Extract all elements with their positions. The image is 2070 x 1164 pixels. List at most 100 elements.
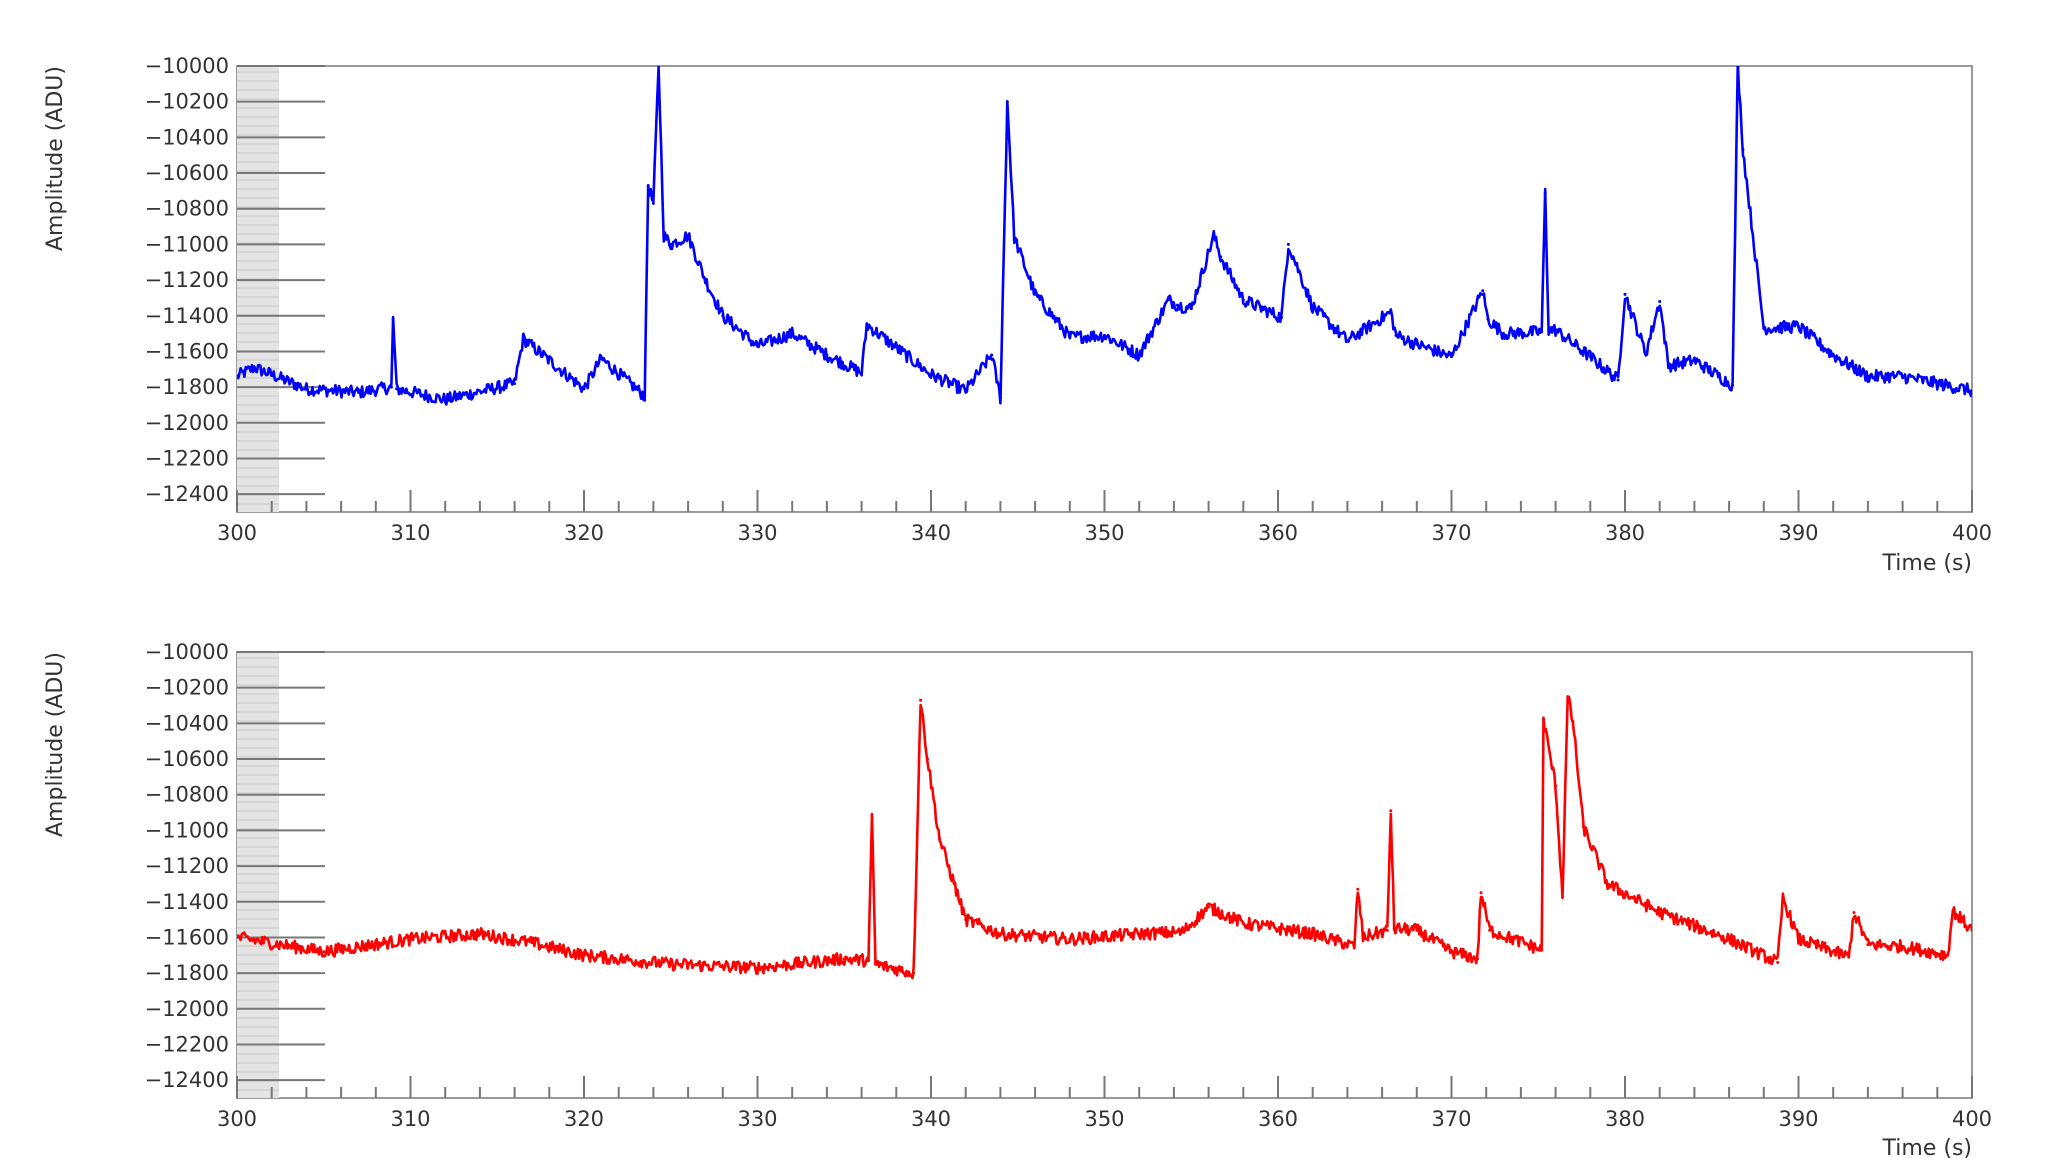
y-tick-label: −10200	[145, 90, 229, 114]
data-point	[1175, 303, 1179, 307]
series-trace	[237, 66, 1972, 406]
y-tick-label: −10400	[145, 711, 229, 735]
data-point	[867, 959, 870, 963]
data-point	[1588, 355, 1592, 359]
chart-panel-bottom: −10000 −10200 −10400 −10600 −10800 −11000 −112…	[43, 640, 1992, 1161]
data-point	[322, 950, 326, 954]
data-point	[669, 242, 673, 246]
data-point	[657, 66, 661, 68]
data-point	[1946, 953, 1950, 957]
data-point	[1540, 330, 1544, 334]
data-point	[912, 971, 916, 975]
data-point	[1731, 383, 1735, 387]
data-point	[395, 387, 399, 391]
data-point	[1394, 333, 1398, 337]
data-point	[1241, 921, 1245, 925]
data-point	[1005, 100, 1009, 104]
y-tick-label: −12000	[145, 411, 229, 435]
data-point	[1797, 325, 1800, 328]
data-point	[1831, 353, 1835, 357]
data-point	[1356, 887, 1360, 891]
y-tick-label: −12000	[145, 997, 229, 1021]
data-point	[919, 698, 923, 702]
data-point	[929, 373, 933, 377]
data-point	[704, 278, 707, 282]
data-point	[1068, 937, 1072, 941]
data-point	[1741, 148, 1745, 152]
data-point	[1167, 298, 1171, 302]
y-tick-label: −10200	[145, 676, 229, 700]
x-tick-label: 370	[1431, 1107, 1471, 1131]
data-point	[1219, 255, 1223, 259]
data-point	[1392, 927, 1396, 930]
x-tick-label: 310	[390, 521, 430, 545]
x-tick-label: 370	[1431, 521, 1471, 545]
data-point	[646, 184, 650, 187]
data-point	[252, 366, 256, 369]
x-tick-label: 390	[1778, 521, 1818, 545]
data-point	[1901, 944, 1905, 948]
data-point	[1762, 326, 1766, 330]
data-point	[998, 396, 1002, 400]
data-point	[1970, 928, 1972, 932]
data-point	[1554, 784, 1558, 788]
data-point	[1241, 298, 1245, 302]
y-tick-label: −11600	[145, 925, 229, 949]
data-point	[1666, 364, 1670, 368]
data-point	[1852, 911, 1856, 914]
y-tick-label: −10800	[145, 783, 229, 807]
data-point	[1479, 891, 1483, 895]
x-tick-label: 300	[217, 521, 257, 545]
data-point	[643, 394, 647, 398]
data-point	[651, 201, 655, 205]
data-point	[1644, 351, 1648, 355]
data-point	[1389, 809, 1393, 813]
data-point	[964, 389, 968, 393]
data-point	[1311, 932, 1315, 936]
data-point	[237, 374, 239, 378]
x-tick-label: 330	[737, 1107, 777, 1131]
data-point	[582, 953, 586, 957]
data-point	[1951, 909, 1955, 913]
data-point	[1286, 242, 1290, 246]
x-tick-label: 300	[217, 1107, 257, 1131]
data-point	[1481, 289, 1485, 293]
y-tick-label: −10000	[145, 54, 229, 78]
data-point	[865, 323, 869, 327]
x-tick-label: 400	[1952, 521, 1992, 545]
data-point	[237, 935, 239, 939]
data-point	[1476, 957, 1479, 961]
plot-frame	[236, 65, 1973, 513]
y-axis-title: Amplitude (ADU)	[43, 652, 68, 837]
data-point	[1736, 66, 1740, 68]
data-point	[478, 932, 482, 936]
data-point	[721, 314, 725, 318]
data-point	[1616, 378, 1620, 382]
data-point	[357, 391, 360, 394]
data-point	[1566, 695, 1570, 699]
data-point	[1866, 943, 1870, 947]
x-tick-label: 340	[911, 1107, 951, 1131]
data-point	[998, 932, 1002, 936]
data-point	[1012, 235, 1016, 239]
data-point	[1137, 353, 1141, 357]
data-point	[1415, 342, 1419, 346]
x-tick-label: 320	[564, 1107, 604, 1131]
data-point	[662, 234, 666, 237]
x-tick-label: 380	[1605, 521, 1645, 545]
y-tick-label: −10400	[145, 125, 229, 149]
data-point	[1207, 905, 1211, 909]
y-tick-label: −11200	[145, 854, 229, 878]
x-tick-label: 360	[1258, 1107, 1298, 1131]
data-point	[1581, 825, 1585, 829]
data-point	[1311, 305, 1315, 309]
data-point	[1658, 300, 1662, 303]
data-point	[1866, 374, 1870, 378]
data-point	[1361, 935, 1365, 939]
series-trace	[237, 695, 1972, 980]
y-tick-label: −11200	[145, 268, 229, 292]
x-tick-label: 330	[737, 521, 777, 545]
data-point	[513, 382, 517, 386]
